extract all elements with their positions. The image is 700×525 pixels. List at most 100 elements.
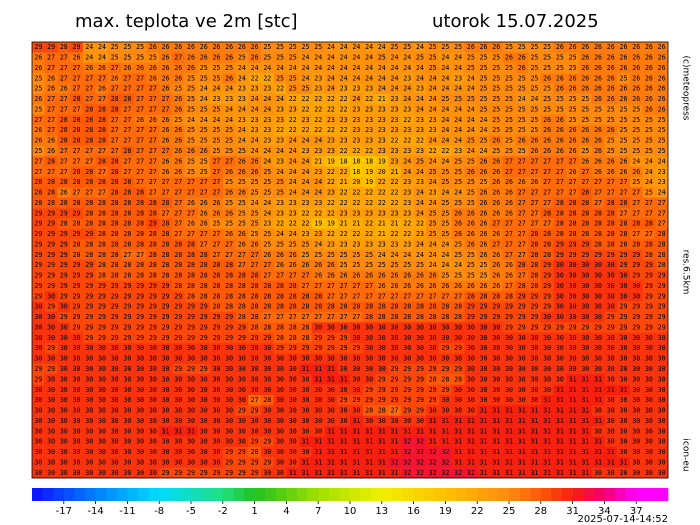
temperature-cell <box>553 332 567 344</box>
temperature-cell <box>439 260 453 271</box>
temperature-value: 25 <box>429 64 437 72</box>
temperature-value: 27 <box>327 292 335 300</box>
temperature-cell <box>515 62 529 74</box>
temperature-value: 28 <box>85 220 93 228</box>
temperature-cell <box>400 332 414 344</box>
temperature-value: 24 <box>378 64 386 72</box>
temperature-value: 30 <box>607 292 615 300</box>
temperature-cell <box>273 145 287 157</box>
temperature-cell <box>566 239 580 250</box>
temperature-cell <box>159 83 173 95</box>
temperature-value: 26 <box>212 43 220 51</box>
temperature-value: 25 <box>251 178 259 186</box>
temperature-cell <box>222 332 236 344</box>
temperature-value: 26 <box>162 168 170 176</box>
temperature-value: 30 <box>569 334 577 342</box>
temperature-value: 22 <box>365 230 373 238</box>
temperature-value: 27 <box>136 74 144 82</box>
temperature-value: 28 <box>581 199 589 207</box>
temperature-value: 26 <box>632 54 640 62</box>
temperature-value: 30 <box>492 365 500 373</box>
temperature-value: 24 <box>454 116 462 124</box>
temperature-value: 24 <box>429 95 437 103</box>
temperature-value: 32 <box>429 458 437 466</box>
temperature-cell <box>350 187 364 199</box>
temperature-cell <box>617 104 631 115</box>
temperature-cell <box>235 187 249 199</box>
temperature-value: 28 <box>60 220 68 228</box>
temperature-value: 28 <box>391 303 399 311</box>
temperature-value: 31 <box>581 438 589 446</box>
temperature-value: 27 <box>47 168 55 176</box>
temperature-cell <box>362 197 376 209</box>
temperature-value: 23 <box>251 126 259 134</box>
temperature-cell <box>95 301 109 313</box>
temperature-cell <box>617 83 631 95</box>
temperature-cell <box>388 301 402 313</box>
temperature-value: 28 <box>225 303 233 311</box>
temperature-cell <box>311 301 325 313</box>
temperature-value: 25 <box>632 105 640 113</box>
temperature-value: 23 <box>238 95 246 103</box>
temperature-cell <box>502 322 516 333</box>
temperature-value: 30 <box>85 355 93 363</box>
temperature-cell <box>400 114 414 126</box>
temperature-cell <box>464 311 478 323</box>
temperature-value: 27 <box>60 147 68 155</box>
temperature-value: 29 <box>543 303 551 311</box>
temperature-value: 21 <box>391 168 399 176</box>
temperature-cell <box>121 104 135 115</box>
temperature-cell <box>591 218 605 230</box>
temperature-value: 28 <box>238 272 246 280</box>
temperature-value: 27 <box>403 292 411 300</box>
temperature-cell <box>642 83 656 95</box>
temperature-value: 19 <box>327 220 335 228</box>
temperature-cell <box>222 270 236 282</box>
temperature-cell <box>655 62 669 74</box>
temperature-value: 30 <box>556 303 564 311</box>
temperature-value: 26 <box>467 209 475 217</box>
temperature-cell <box>617 291 631 302</box>
temperature-value: 28 <box>263 323 271 331</box>
temperature-value: 29 <box>238 448 246 456</box>
temperature-value: 30 <box>632 282 640 290</box>
temperature-cell <box>413 125 427 136</box>
temperature-cell <box>210 135 224 147</box>
temperature-value: 24 <box>416 168 424 176</box>
temperature-value: 27 <box>123 105 131 113</box>
colorbar-tick-label: -17 <box>56 506 72 517</box>
temperature-value: 29 <box>85 272 93 280</box>
temperature-value: 29 <box>111 313 119 321</box>
temperature-cell <box>210 218 224 230</box>
temperature-cell <box>591 228 605 240</box>
temperature-value: 26 <box>225 230 233 238</box>
temperature-value: 30 <box>607 469 615 477</box>
temperature-value: 27 <box>162 189 170 197</box>
temperature-cell <box>375 187 389 199</box>
temperature-value: 26 <box>187 54 195 62</box>
temperature-cell <box>477 52 491 64</box>
temperature-value: 30 <box>174 438 182 446</box>
temperature-value: 25 <box>505 74 513 82</box>
temperature-value: 24 <box>212 116 220 124</box>
temperature-cell <box>273 114 287 126</box>
temperature-value: 28 <box>123 220 131 228</box>
temperature-value: 29 <box>34 375 42 383</box>
temperature-cell <box>439 42 453 53</box>
temperature-value: 31 <box>327 458 335 466</box>
temperature-value: 26 <box>492 157 500 165</box>
temperature-value: 30 <box>85 469 93 477</box>
temperature-value: 31 <box>467 427 475 435</box>
temperature-cell <box>95 291 109 302</box>
temperature-value: 23 <box>416 178 424 186</box>
temperature-value: 28 <box>123 189 131 197</box>
temperature-value: 30 <box>365 344 373 352</box>
temperature-value: 29 <box>149 334 157 342</box>
temperature-cell <box>197 73 211 84</box>
temperature-cell <box>82 249 96 261</box>
temperature-value: 25 <box>378 54 386 62</box>
temperature-value: 31 <box>569 417 577 425</box>
temperature-value: 30 <box>658 386 666 394</box>
temperature-cell <box>70 187 84 199</box>
temperature-cell <box>57 42 71 53</box>
